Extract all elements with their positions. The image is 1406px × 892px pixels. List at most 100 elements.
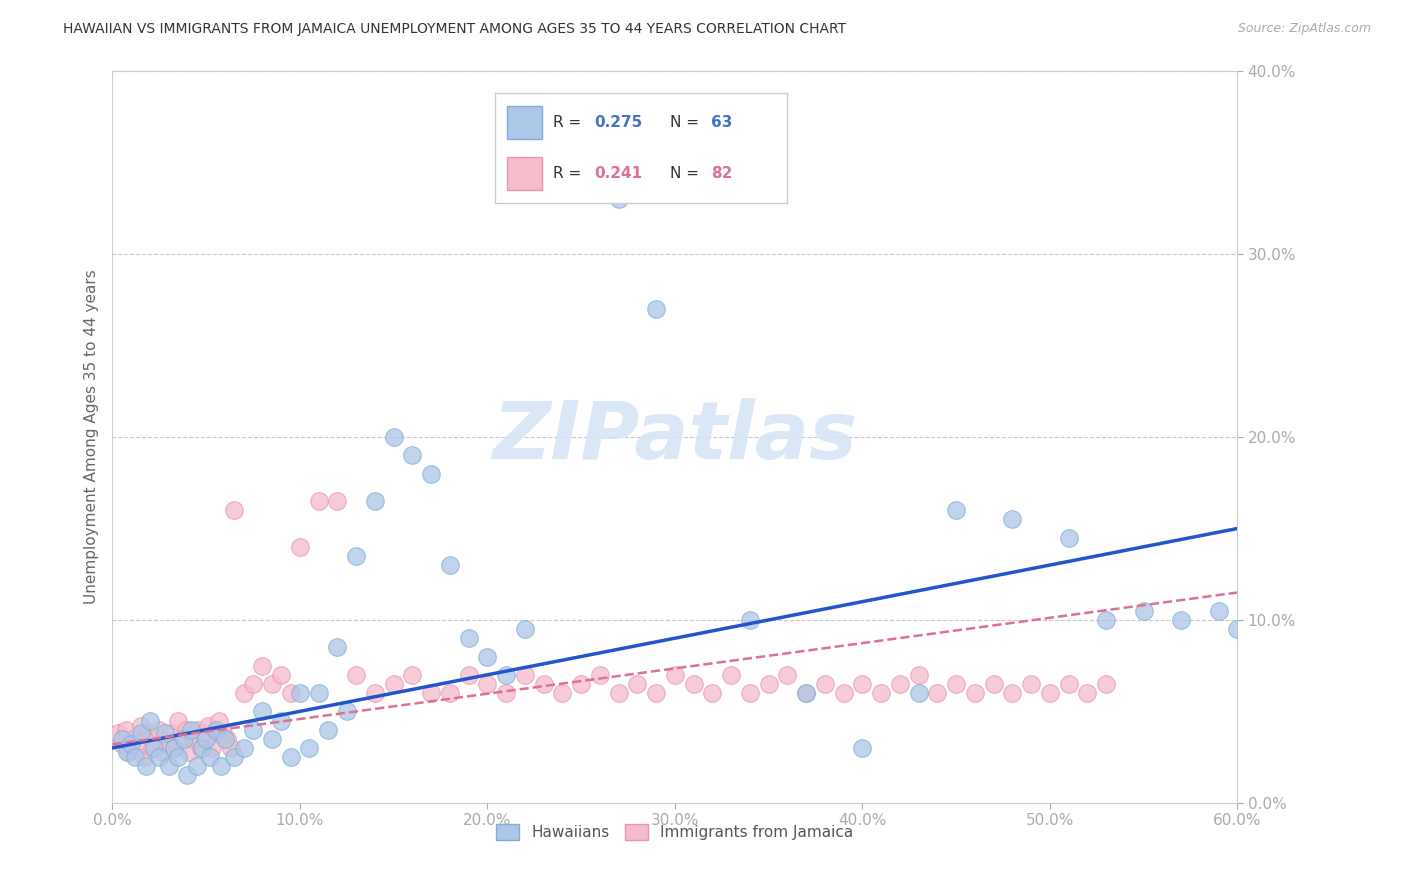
Point bbox=[111, 737, 134, 751]
Point bbox=[288, 686, 311, 700]
Point bbox=[148, 723, 170, 737]
Point bbox=[326, 494, 349, 508]
Point bbox=[145, 731, 167, 746]
Point bbox=[308, 686, 330, 700]
Point bbox=[174, 723, 197, 737]
Point bbox=[645, 301, 668, 317]
Point bbox=[589, 667, 612, 681]
Point bbox=[870, 686, 893, 700]
Point bbox=[513, 667, 536, 681]
Point bbox=[1244, 632, 1267, 646]
Point bbox=[288, 540, 311, 554]
Point bbox=[1264, 640, 1286, 655]
Point bbox=[124, 750, 146, 764]
Point bbox=[191, 740, 214, 755]
Point bbox=[215, 731, 238, 746]
Point bbox=[198, 750, 221, 764]
Point bbox=[156, 737, 179, 751]
Point bbox=[280, 686, 302, 700]
Point bbox=[135, 759, 157, 773]
Point bbox=[513, 622, 536, 636]
Point bbox=[889, 677, 911, 691]
Point bbox=[851, 740, 873, 755]
Legend: Hawaiians, Immigrants from Jamaica: Hawaiians, Immigrants from Jamaica bbox=[491, 818, 859, 847]
Point bbox=[533, 677, 555, 691]
Point bbox=[118, 745, 141, 759]
Point bbox=[260, 731, 283, 746]
Point bbox=[195, 731, 218, 746]
Point bbox=[180, 723, 202, 737]
Point bbox=[232, 740, 254, 755]
Point bbox=[173, 731, 195, 746]
Point bbox=[439, 686, 461, 700]
Point bbox=[1057, 531, 1080, 545]
Point bbox=[204, 723, 226, 737]
Point bbox=[551, 686, 574, 700]
Point bbox=[201, 740, 224, 755]
Point bbox=[1226, 622, 1249, 636]
Point bbox=[364, 494, 387, 508]
Point bbox=[738, 686, 761, 700]
Point bbox=[1001, 512, 1024, 526]
Point bbox=[157, 759, 180, 773]
Point bbox=[111, 731, 134, 746]
Point bbox=[364, 686, 387, 700]
Point bbox=[139, 714, 162, 728]
Point bbox=[382, 677, 405, 691]
Point bbox=[190, 740, 212, 755]
Y-axis label: Unemployment Among Ages 35 to 44 years: Unemployment Among Ages 35 to 44 years bbox=[83, 269, 98, 605]
Point bbox=[167, 714, 190, 728]
Point bbox=[645, 686, 668, 700]
Point bbox=[114, 723, 136, 737]
Point bbox=[242, 723, 264, 737]
Point bbox=[420, 686, 443, 700]
Point bbox=[382, 430, 405, 444]
Point bbox=[457, 632, 479, 646]
Point bbox=[204, 726, 226, 740]
Point bbox=[832, 686, 855, 700]
Point bbox=[794, 686, 817, 700]
Point bbox=[270, 714, 292, 728]
Point bbox=[186, 723, 208, 737]
Point bbox=[129, 719, 152, 733]
Point bbox=[142, 740, 165, 755]
Text: ZIPatlas: ZIPatlas bbox=[492, 398, 858, 476]
Point bbox=[983, 677, 1005, 691]
Point bbox=[148, 750, 170, 764]
Point bbox=[224, 750, 246, 764]
Point bbox=[153, 726, 176, 740]
Point bbox=[134, 750, 156, 764]
Point bbox=[193, 726, 215, 740]
Point bbox=[170, 731, 193, 746]
Point bbox=[159, 726, 181, 740]
Point bbox=[794, 686, 817, 700]
Point bbox=[569, 677, 592, 691]
Point bbox=[1057, 677, 1080, 691]
Point bbox=[1001, 686, 1024, 700]
Point bbox=[242, 677, 264, 691]
Point bbox=[316, 723, 339, 737]
Point bbox=[420, 467, 443, 481]
Point bbox=[1282, 640, 1305, 655]
Point bbox=[495, 667, 517, 681]
Point bbox=[344, 549, 367, 563]
Point bbox=[163, 740, 186, 755]
Point bbox=[945, 677, 967, 691]
Point bbox=[702, 686, 724, 700]
Point bbox=[280, 750, 302, 764]
Point bbox=[176, 768, 198, 782]
Point bbox=[186, 759, 208, 773]
Point bbox=[152, 745, 174, 759]
Point bbox=[270, 667, 292, 681]
Point bbox=[107, 726, 129, 740]
Point bbox=[224, 503, 246, 517]
Point bbox=[308, 494, 330, 508]
Point bbox=[814, 677, 837, 691]
Point bbox=[401, 448, 423, 462]
Point bbox=[136, 726, 159, 740]
Point bbox=[298, 740, 321, 755]
Point bbox=[963, 686, 986, 700]
Point bbox=[219, 740, 242, 755]
Point bbox=[1039, 686, 1062, 700]
Point bbox=[1019, 677, 1042, 691]
